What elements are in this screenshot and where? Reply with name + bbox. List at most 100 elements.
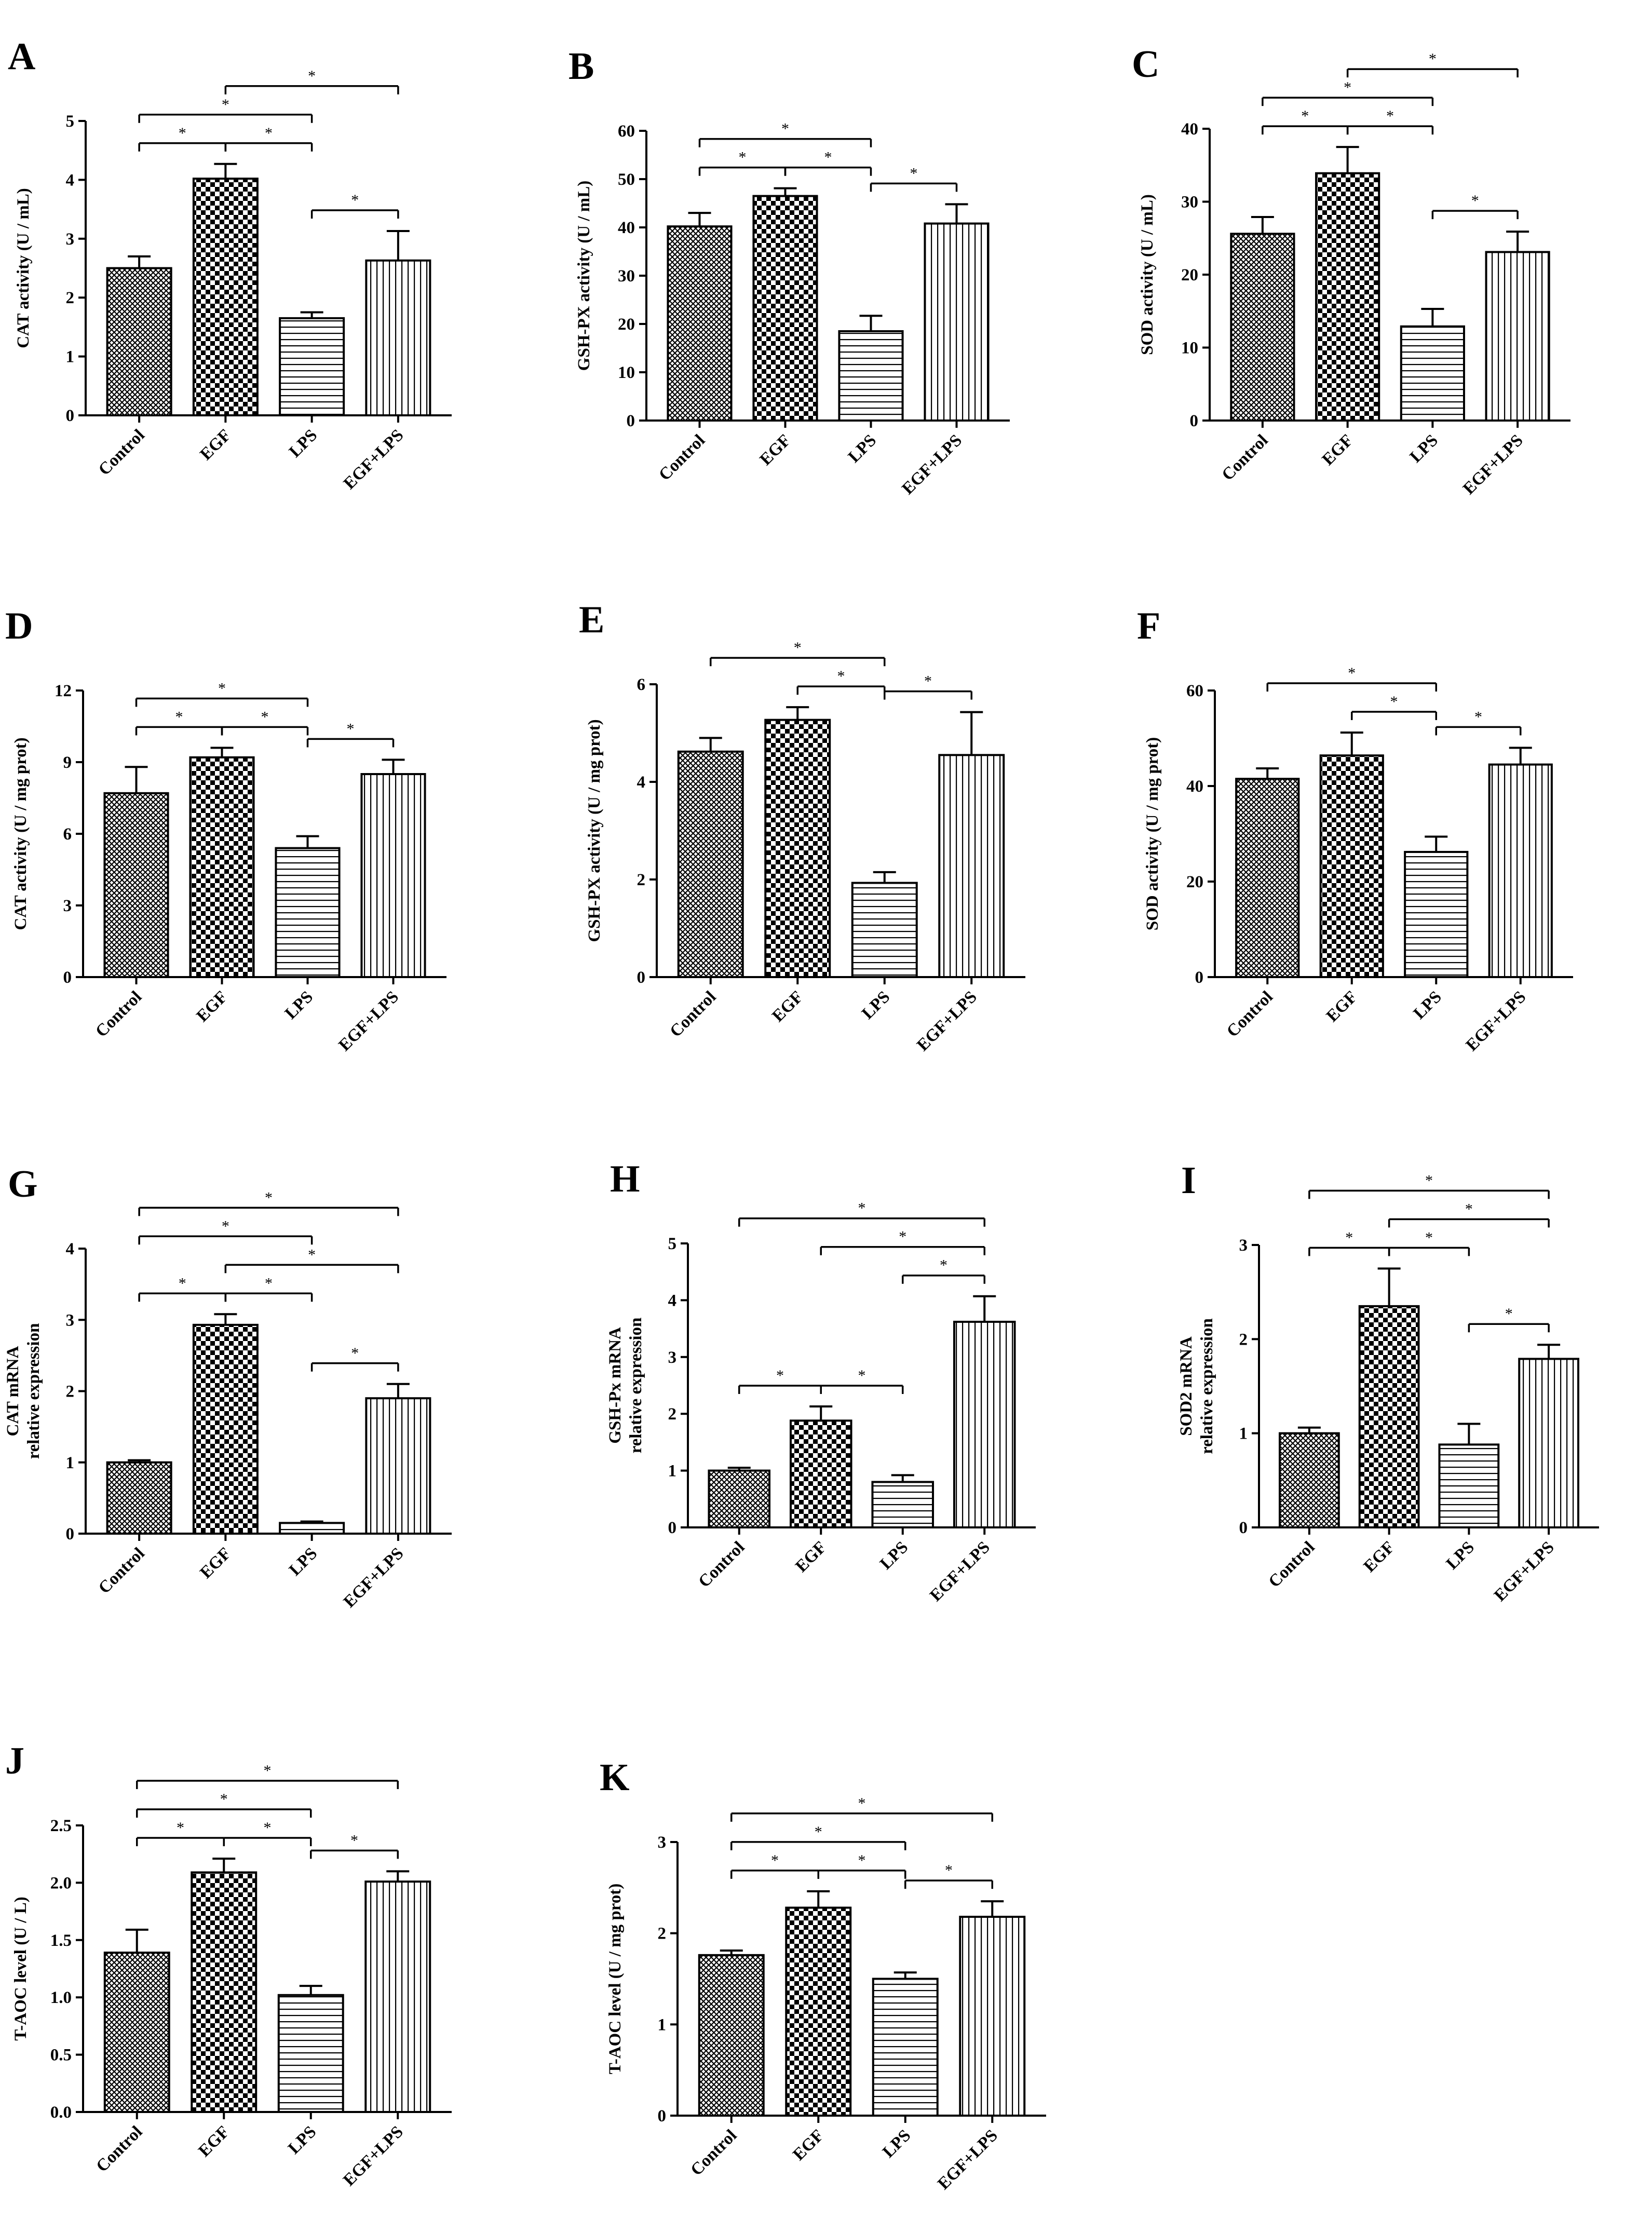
- y-tick-label: 0: [1195, 968, 1204, 987]
- x-category-label: EGF: [1360, 1538, 1398, 1576]
- panel-letter: C: [1132, 43, 1159, 86]
- bar-lps: [1404, 850, 1469, 978]
- significance-star: *: [945, 1862, 953, 1879]
- significance-star: *: [222, 1217, 229, 1235]
- significance-bracket: *: [796, 668, 886, 695]
- chart-panel-b: B 0 10 20 30 40 50 60 Control EGF LPS EGF+LPS GSH-PX…: [568, 45, 1010, 498]
- significance-star: *: [1390, 693, 1398, 710]
- chart-panel-d: D 0 3 6 9 12 Control EGF LPS EGF+LPS CAT activity …: [5, 605, 446, 1055]
- y-tick-label: 1.5: [50, 1931, 72, 1950]
- y-tick-label: 0: [1239, 1519, 1248, 1537]
- x-category-label: Control: [93, 2122, 146, 2176]
- x-category-label: EGF: [195, 2122, 233, 2160]
- bar-egf: [1319, 754, 1384, 978]
- significance-star: *: [351, 192, 359, 209]
- y-tick-label: 12: [55, 682, 72, 700]
- significance-star: *: [218, 680, 226, 697]
- y-axis-title: relative expression: [627, 1318, 645, 1454]
- y-tick-label: 0: [1190, 412, 1199, 430]
- significance-star: *: [261, 708, 269, 725]
- x-category-label: Control: [687, 2126, 741, 2179]
- significance-star: *: [858, 1200, 866, 1217]
- y-tick-label: 0: [66, 1525, 75, 1544]
- y-tick-label: 5: [66, 112, 75, 131]
- x-category-label: EGF+LPS: [340, 426, 408, 493]
- significance-bracket: *: [1262, 79, 1434, 106]
- significance-star: *: [940, 1257, 947, 1274]
- y-tick-label: 10: [1181, 339, 1198, 358]
- significance-bracket: *: [730, 1823, 906, 1850]
- chart-panel-h: H 0 1 2 3 4 5 Control EGF LPS EGF+LPS GSH-Px mRNA re…: [606, 1158, 1036, 1605]
- significance-bracket: *: [784, 149, 872, 176]
- x-category-label: EGF: [792, 1538, 830, 1576]
- bar-egf: [785, 1906, 852, 2117]
- significance-bracket: *: [904, 1862, 993, 1889]
- y-tick-label: 5: [668, 1235, 677, 1253]
- significance-bracket: *: [135, 680, 309, 707]
- significance-bracket: *: [1346, 107, 1434, 135]
- panel-letter: E: [579, 599, 604, 641]
- y-tick-label: 50: [618, 170, 635, 189]
- panel-letter: K: [600, 1756, 630, 1799]
- significance-star: *: [858, 1367, 866, 1384]
- significance-star: *: [308, 67, 316, 85]
- significance-bracket: *: [730, 1795, 993, 1822]
- y-tick-label: 2: [66, 1383, 75, 1401]
- significance-star: *: [1425, 1229, 1433, 1246]
- bar-egf: [189, 756, 255, 979]
- y-tick-label: 40: [1181, 120, 1198, 139]
- bar-egf-plus-lps: [365, 1397, 431, 1535]
- significance-bracket: *: [1468, 1305, 1550, 1333]
- significance-bracket: *: [224, 125, 313, 152]
- y-tick-label: 2: [658, 1925, 667, 1943]
- significance-star: *: [347, 720, 355, 737]
- x-category-label: EGF: [1323, 987, 1361, 1025]
- x-category-label: LPS: [281, 987, 317, 1023]
- panel-letter: J: [5, 1740, 24, 1782]
- bar-lps: [1400, 325, 1465, 422]
- x-category-label: LPS: [286, 426, 321, 461]
- significance-star: *: [771, 1852, 779, 1869]
- x-category-label: LPS: [1410, 987, 1445, 1023]
- bar-egf: [789, 1419, 852, 1528]
- y-tick-label: 1: [66, 1454, 75, 1472]
- y-tick-label: 1: [668, 1462, 677, 1481]
- bar-egf: [192, 178, 259, 416]
- significance-star: *: [1465, 1200, 1473, 1217]
- bar-lps: [1438, 1443, 1500, 1529]
- significance-star: *: [179, 1275, 186, 1292]
- bar-egf-plus-lps: [953, 1320, 1016, 1528]
- x-category-label: Control: [1218, 431, 1272, 484]
- significance-bracket: *: [135, 708, 223, 736]
- significance-bracket: *: [136, 1762, 399, 1790]
- x-category-label: EGF+LPS: [899, 431, 966, 498]
- y-tick-label: 10: [618, 363, 635, 382]
- significance-bracket: *: [870, 165, 958, 192]
- x-category-label: EGF: [1319, 431, 1357, 469]
- significance-bracket: *: [1346, 50, 1519, 78]
- y-axis-title: T-AOC level (U / L): [11, 1897, 30, 2040]
- significance-bracket: *: [820, 1367, 904, 1394]
- x-category-label: Control: [667, 987, 720, 1041]
- bar-control: [103, 792, 169, 979]
- significance-bracket: *: [738, 1367, 822, 1394]
- x-category-label: Control: [95, 426, 148, 479]
- significance-bracket: *: [1262, 107, 1349, 135]
- y-tick-label: 0: [668, 1519, 677, 1537]
- y-tick-label: 3: [63, 897, 72, 915]
- chart-panel-k: K 0 1 2 3 Control EGF LPS EGF+LPS T-AOC level (U …: [600, 1756, 1046, 2194]
- bar-control: [106, 267, 172, 416]
- significance-bracket: *: [1308, 1172, 1550, 1199]
- x-category-label: LPS: [858, 987, 893, 1023]
- significance-bracket: *: [223, 1819, 312, 1847]
- y-tick-label: 3: [66, 1311, 75, 1330]
- significance-bracket: *: [1435, 708, 1522, 736]
- y-axis-title: GSH-PX activity (U / mg prot): [585, 719, 604, 942]
- bar-lps: [279, 317, 345, 417]
- y-axis-title: relative expression: [1198, 1318, 1216, 1454]
- significance-bracket: *: [1351, 693, 1437, 720]
- x-category-label: EGF+LPS: [913, 987, 981, 1055]
- significance-star: *: [1348, 665, 1356, 682]
- y-tick-label: 60: [1186, 682, 1203, 700]
